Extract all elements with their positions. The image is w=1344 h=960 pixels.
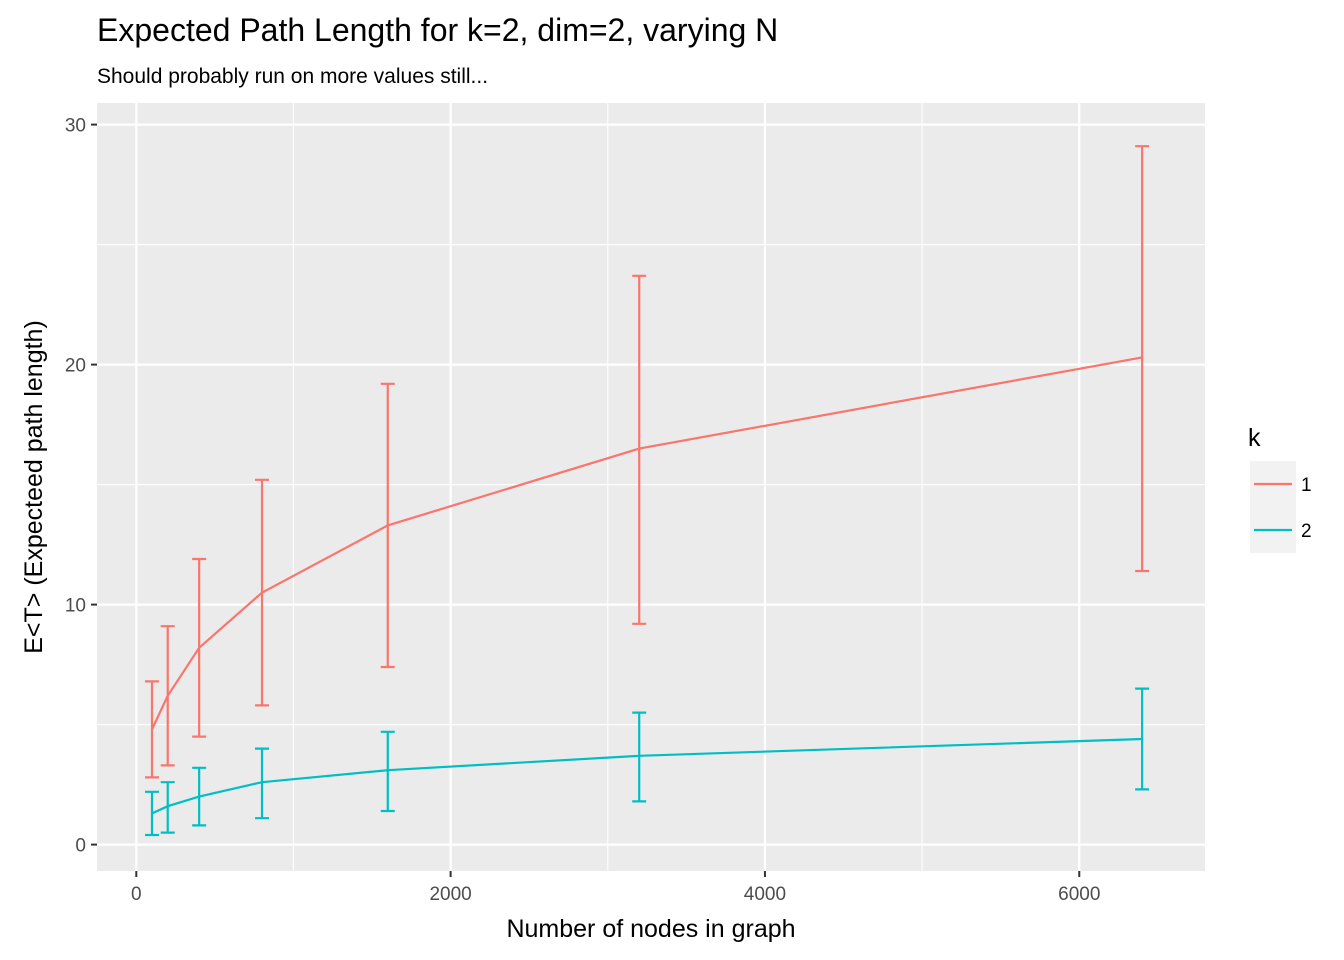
x-tick-label: 4000 [744, 884, 786, 905]
legend-label: 2 [1301, 521, 1312, 542]
error-bar-series-1 [632, 274, 647, 625]
x-tick-label: 0 [131, 884, 142, 905]
error-bar-series-2 [145, 790, 160, 837]
chart-subtitle: Should probably run on more values still… [97, 65, 488, 88]
y-tick-label: 10 [65, 596, 86, 617]
y-tick-label: 0 [75, 836, 86, 857]
y-tick-label: 30 [65, 116, 86, 137]
legend-title: k [1248, 424, 1261, 452]
series-line-1 [151, 356, 1143, 730]
y-tick-label: 20 [65, 356, 86, 377]
y-axis: 0 10 20 30 [65, 116, 97, 857]
x-tick-label: 6000 [1058, 884, 1100, 905]
chart-title: Expected Path Length for k=2, dim=2, var… [97, 12, 778, 48]
series-lines [151, 356, 1143, 815]
legend-label: 1 [1301, 475, 1312, 496]
minor-gridlines [97, 103, 1205, 871]
x-tick-label: 2000 [429, 884, 471, 905]
error-bar-series-2 [255, 747, 270, 820]
error-bar-series-1 [1135, 145, 1150, 573]
series-line-2 [151, 737, 1143, 815]
error-bar-series-2 [632, 711, 647, 803]
error-bar-series-2 [380, 730, 395, 813]
x-axis: 0 2000 4000 6000 [131, 871, 1100, 905]
legend: k 1 2 [1248, 424, 1312, 553]
major-gridlines [97, 103, 1205, 871]
y-axis-title: E<T> (Expecteed path length) [20, 320, 48, 654]
x-axis-title: Number of nodes in graph [506, 915, 795, 943]
error-bar-series-1 [145, 680, 160, 779]
